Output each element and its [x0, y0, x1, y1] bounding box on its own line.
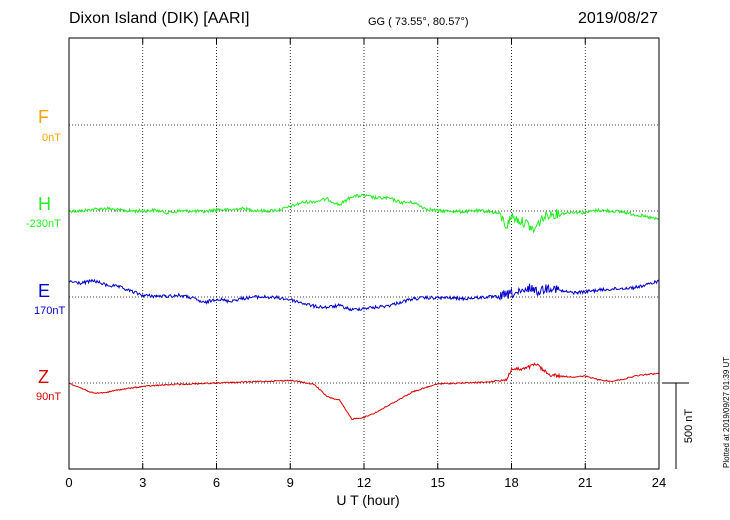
component-offset-f: 0nT — [42, 132, 61, 144]
geographic-coordinates: GG ( 73.55°, 80.57°) — [368, 16, 469, 28]
x-tick-label: 6 — [213, 475, 220, 490]
x-axis-label: U T (hour) — [336, 492, 399, 508]
x-tick-label: 24 — [652, 475, 666, 490]
series-line-h — [68, 193, 660, 234]
component-letter-h: H — [38, 194, 51, 214]
series-line-z — [68, 362, 660, 421]
component-letter-z: Z — [38, 367, 49, 387]
station-title: Dixon Island (DIK) [AARI] — [69, 10, 250, 27]
x-tick-label: 3 — [139, 475, 146, 490]
component-letter-e: E — [38, 281, 51, 301]
component-offset-e: 170nT — [34, 305, 66, 317]
x-tick-label: 12 — [357, 475, 371, 490]
scale-bar-label: 500 nT — [683, 409, 695, 444]
x-tick-label: 0 — [65, 475, 72, 490]
plotted-timestamp: Plotted at 2019/09/27 01:39 UT — [722, 356, 730, 468]
component-offset-z: 90nT — [36, 391, 62, 403]
component-letter-f: F — [38, 107, 49, 127]
date-label: 2019/08/27 — [578, 10, 659, 27]
x-tick-label: 21 — [578, 475, 592, 490]
x-tick-label: 18 — [504, 475, 518, 490]
x-tick-label: 15 — [431, 475, 445, 490]
series-line-e — [68, 278, 660, 312]
component-offset-h: -230nT — [26, 218, 61, 230]
x-tick-label: 9 — [287, 475, 294, 490]
